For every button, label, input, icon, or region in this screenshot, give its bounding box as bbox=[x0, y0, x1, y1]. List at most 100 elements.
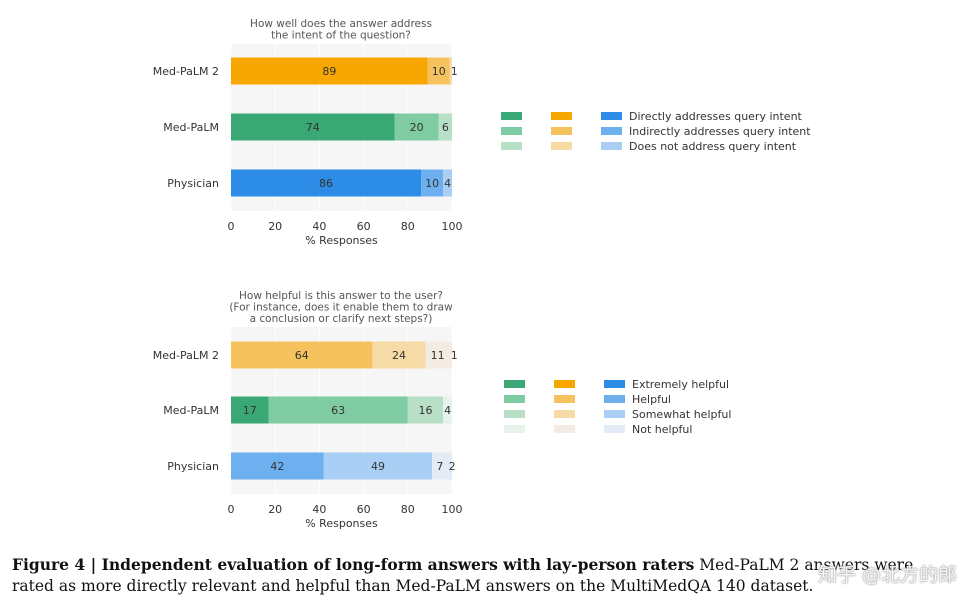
chart-title-line: a conclusion or clarify next steps?) bbox=[250, 313, 433, 325]
bar-value-label: 1 bbox=[451, 65, 458, 78]
bar-value-label: 64 bbox=[295, 349, 309, 362]
x-tick-label: 100 bbox=[442, 220, 463, 233]
bar-segment bbox=[231, 57, 428, 85]
legend-swatch bbox=[504, 410, 525, 418]
bar-value-label: 24 bbox=[392, 349, 406, 362]
legend-swatch bbox=[604, 395, 625, 403]
bar-value-label: 16 bbox=[418, 404, 432, 417]
x-tick-label: 40 bbox=[312, 503, 326, 516]
legend-swatch bbox=[501, 112, 522, 120]
category-label: Physician bbox=[167, 460, 219, 473]
bar-segment bbox=[231, 341, 373, 369]
bar-segment bbox=[449, 57, 452, 85]
legend-label: Helpful bbox=[632, 393, 671, 406]
bar-segment bbox=[231, 452, 324, 480]
bar-segment bbox=[447, 452, 452, 480]
bar-segment bbox=[443, 396, 452, 424]
bar-value-label: 20 bbox=[410, 121, 424, 134]
x-tick-label: 40 bbox=[312, 220, 326, 233]
caption-bold: Figure 4 | Independent evaluation of lon… bbox=[12, 555, 695, 574]
category-label: Med-PaLM 2 bbox=[153, 349, 219, 362]
x-tick-label: 60 bbox=[357, 503, 371, 516]
legend-swatch bbox=[551, 127, 572, 135]
bar-value-label: 17 bbox=[243, 404, 257, 417]
x-tick-label: 20 bbox=[268, 220, 282, 233]
x-tick-label: 80 bbox=[401, 220, 415, 233]
bar-value-label: 1 bbox=[451, 349, 458, 362]
chart-title-line: How well does the answer address bbox=[250, 18, 432, 30]
watermark: 知乎 @北方的郎 bbox=[817, 564, 957, 586]
bar-value-label: 2 bbox=[449, 460, 456, 473]
legend-label: Not helpful bbox=[632, 423, 692, 436]
bar-segment bbox=[394, 113, 439, 141]
legend-swatch bbox=[504, 380, 525, 388]
legend-swatch bbox=[554, 380, 575, 388]
x-tick-label: 0 bbox=[228, 220, 235, 233]
legend-swatch bbox=[604, 425, 625, 433]
bar-segment bbox=[438, 113, 452, 141]
legend-swatch bbox=[504, 425, 525, 433]
legend-swatch bbox=[601, 142, 622, 150]
bar-value-label: 10 bbox=[432, 65, 446, 78]
legend-swatch bbox=[554, 395, 575, 403]
bar-value-label: 11 bbox=[431, 349, 445, 362]
legend-swatch bbox=[604, 410, 625, 418]
x-tick-label: 100 bbox=[442, 503, 463, 516]
bar-segment bbox=[432, 452, 448, 480]
bar-segment bbox=[231, 169, 422, 197]
bar-segment bbox=[323, 452, 433, 480]
legend-label: Somewhat helpful bbox=[632, 408, 731, 421]
legend-swatch bbox=[604, 380, 625, 388]
chart-title-line: the intent of the question? bbox=[271, 30, 411, 42]
x-tick-label: 60 bbox=[357, 220, 371, 233]
bar-segment bbox=[407, 396, 444, 424]
legend-swatch bbox=[501, 142, 522, 150]
x-tick-label: 0 bbox=[228, 503, 235, 516]
figure-caption: Figure 4 | Independent evaluation of lon… bbox=[12, 554, 957, 597]
bar-segment bbox=[427, 57, 450, 85]
bar-value-label: 86 bbox=[319, 177, 333, 190]
bar-segment bbox=[421, 169, 444, 197]
x-axis-title: % Responses bbox=[305, 234, 378, 247]
chart-2: 0 20 40 60 80 100 % Responses How helpful is th… bbox=[153, 290, 732, 530]
x-tick-label: 80 bbox=[401, 503, 415, 516]
legend-swatch bbox=[501, 127, 522, 135]
legend-label: Directly addresses query intent bbox=[629, 110, 803, 123]
bar-value-label: 63 bbox=[331, 404, 345, 417]
category-label: Med-PaLM bbox=[163, 404, 219, 417]
category-label: Physician bbox=[167, 177, 219, 190]
x-axis-title: % Responses bbox=[305, 517, 378, 530]
legend-swatch bbox=[601, 127, 622, 135]
bar-value-label: 6 bbox=[442, 121, 449, 134]
legend-swatch bbox=[554, 425, 575, 433]
chart-title-line: How helpful is this answer to the user? bbox=[239, 290, 443, 302]
chart-title-line: (For instance, does it enable them to dr… bbox=[229, 302, 453, 314]
category-label: Med-PaLM bbox=[163, 121, 219, 134]
legend-swatch bbox=[554, 410, 575, 418]
bar-value-label: 89 bbox=[322, 65, 336, 78]
bar-segment bbox=[372, 341, 426, 369]
x-tick-label: 20 bbox=[268, 503, 282, 516]
bar-segment bbox=[268, 396, 408, 424]
category-label: Med-PaLM 2 bbox=[153, 65, 219, 78]
bar-value-label: 7 bbox=[436, 460, 443, 473]
bar-value-label: 42 bbox=[270, 460, 284, 473]
legend-swatch bbox=[551, 142, 572, 150]
bar-value-label: 4 bbox=[444, 177, 451, 190]
chart-1: 0 20 40 60 80 100 % Responses How well does the… bbox=[153, 18, 811, 247]
bar-value-label: 49 bbox=[371, 460, 385, 473]
bar-segment bbox=[449, 341, 452, 369]
bar-segment bbox=[425, 341, 450, 369]
bar-segment bbox=[443, 169, 452, 197]
bar-value-label: 74 bbox=[306, 121, 320, 134]
bar-value-label: 10 bbox=[425, 177, 439, 190]
legend-label: Extremely helpful bbox=[632, 378, 729, 391]
legend-label: Indirectly addresses query intent bbox=[629, 125, 811, 138]
bar-segment bbox=[231, 396, 269, 424]
bar-segment bbox=[231, 113, 395, 141]
caption-text: Med-PaLM 2 answers were rated as more di… bbox=[12, 556, 914, 595]
bar-value-label: 4 bbox=[444, 404, 451, 417]
legend-swatch bbox=[551, 112, 572, 120]
legend-swatch bbox=[601, 112, 622, 120]
